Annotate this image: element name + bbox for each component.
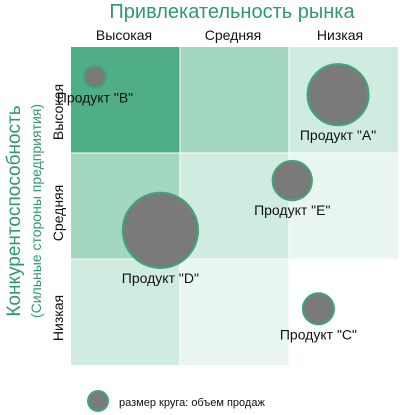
y-axis-title: Конкурентоспособность — [4, 105, 25, 316]
matrix-cell-low-high — [71, 259, 180, 365]
product-label: Продукт "А" — [300, 127, 376, 143]
legend-text: размер круга: объем продаж — [119, 397, 265, 409]
column-labels: Высокая Средняя Низкая — [96, 27, 363, 43]
product-bubble — [271, 159, 313, 202]
row-label-high: Высокая — [50, 84, 66, 140]
legend: размер круга: объем продаж — [87, 390, 265, 412]
product-bubble — [306, 63, 370, 127]
product-label: Продукт "Е" — [254, 202, 330, 218]
product-label: Продукт "В" — [57, 90, 133, 106]
legend-bubble-swatch — [87, 390, 109, 412]
y-axis-subtitle: (Сильные стороны предприятия) — [28, 104, 44, 318]
row-labels: Высокая Средняя Низкая — [50, 84, 66, 341]
row-label-medium: Средняя — [50, 185, 66, 241]
column-label-high: Высокая — [96, 27, 152, 43]
product-bubble — [82, 64, 107, 89]
chart-title: Привлекательность рынка — [109, 1, 355, 23]
product-bubble — [301, 292, 335, 326]
product-label: Продукт "D" — [122, 270, 199, 286]
product-bubbles: Продукт "В" Продукт "А" Продукт "Е" Продукт… — [57, 63, 376, 342]
matrix-cell-high-medium — [180, 47, 289, 153]
column-label-low: Низкая — [317, 27, 363, 43]
product-bubble — [121, 191, 200, 270]
matrix-cell-high-high — [71, 47, 180, 153]
matrix-cell-low-medium — [180, 259, 289, 365]
product-label: Продукт "С" — [280, 326, 357, 342]
matrix-cell-medium-medium — [180, 153, 289, 259]
row-label-low: Низкая — [50, 295, 66, 341]
column-label-medium: Средняя — [205, 27, 261, 43]
